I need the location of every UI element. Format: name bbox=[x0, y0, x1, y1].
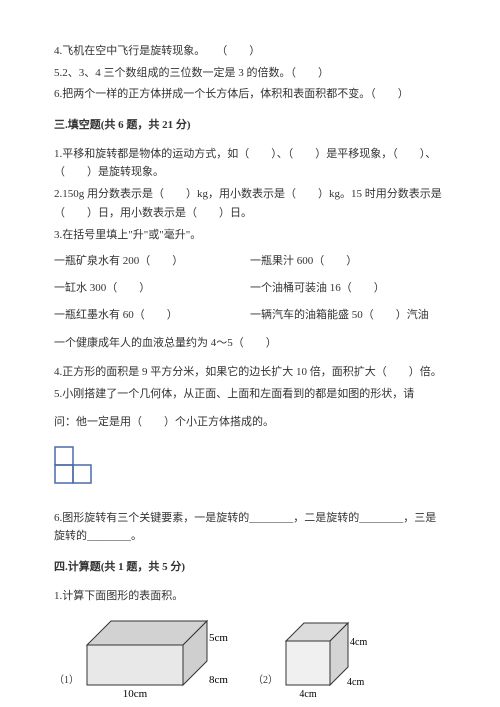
section3-title: 三.填空题(共 6 题，共 21 分) bbox=[54, 116, 446, 135]
svg-text:5cm: 5cm bbox=[209, 632, 228, 644]
s3-q4: 4.正方形的面积是 9 平方分米，如果它的边长扩大 10 倍，面积扩大（ ）倍。 bbox=[54, 363, 446, 382]
svg-text:4cm: 4cm bbox=[299, 689, 316, 700]
section4-title: 四.计算题(共 1 题，共 5 分) bbox=[54, 558, 446, 577]
s3-q6: 6.图形旋转有三个关键要素，一是旋转的________，二是旋转的_______… bbox=[54, 509, 446, 546]
cuboid-figure: 10cm 8cm 5cm bbox=[83, 617, 237, 701]
tf-q4: 4.飞机在空中飞行是旋转现象。 （ ） bbox=[54, 42, 446, 61]
l-shape-figure bbox=[54, 446, 446, 491]
s3-q2: 2.150g 用分数表示是（ ）kg，用小数表示是（ ）kg。15 时用分数表示… bbox=[54, 185, 446, 222]
svg-text:10cm: 10cm bbox=[123, 688, 148, 700]
s3-q3-r2-right: 一个油桶可装油 16（ ） bbox=[250, 279, 446, 298]
s3-q5b: 问：他一定是用（ ）个小正方体搭成的。 bbox=[54, 413, 446, 432]
svg-text:4cm: 4cm bbox=[347, 677, 364, 688]
s3-q3-r1-right: 一瓶果汁 600（ ） bbox=[250, 252, 446, 271]
s3-q3-r3-right: 一辆汽车的油箱能盛 50（ ）汽油 bbox=[250, 306, 446, 325]
s3-q3-row2: 一缸水 300（ ） 一个油桶可装油 16（ ） bbox=[54, 279, 446, 298]
s3-q5a: 5.小刚搭建了一个几何体，从正面、上面和左面看到的都是如图的形状，请 bbox=[54, 385, 446, 404]
svg-text:4cm: 4cm bbox=[350, 637, 367, 648]
s3-q3-row1: 一瓶矿泉水有 200（ ） 一瓶果汁 600（ ） bbox=[54, 252, 446, 271]
shape2-label: （2） bbox=[253, 672, 278, 689]
s3-q1: 1.平移和旋转都是物体的运动方式，如（ ）、（ ）是平移现象，（ ）、（ ）是旋… bbox=[54, 145, 446, 182]
tf-q5: 5.2、3、4 三个数组成的三位数一定是 3 的倍数。（ ） bbox=[54, 64, 446, 83]
shapes-row: （1） 10cm 8cm 5cm （2） 4cm 4cm 4cm bbox=[54, 617, 446, 701]
s3-q3: 3.在括号里填上"升"或"毫升"。 bbox=[54, 226, 446, 245]
s3-q3-row3: 一瓶红墨水有 60（ ） 一辆汽车的油箱能盛 50（ ）汽油 bbox=[54, 306, 446, 325]
tf-q6: 6.把两个一样的正方体拼成一个长方体后，体积和表面积都不变。（ ） bbox=[54, 85, 446, 104]
cube-figure: 4cm 4cm 4cm bbox=[282, 619, 374, 701]
s3-q3-last: 一个健康成年人的血液总量约为 4～5（ ） bbox=[54, 334, 446, 353]
svg-text:8cm: 8cm bbox=[209, 674, 228, 686]
s3-q3-r1-left: 一瓶矿泉水有 200（ ） bbox=[54, 252, 250, 271]
shape1-wrap: （1） 10cm 8cm 5cm bbox=[54, 617, 237, 701]
s3-q3-r2-left: 一缸水 300（ ） bbox=[54, 279, 250, 298]
shape1-label: （1） bbox=[54, 672, 79, 689]
s4-q1: 1.计算下面图形的表面积。 bbox=[54, 587, 446, 606]
shape2-wrap: （2） 4cm 4cm 4cm bbox=[253, 619, 374, 701]
s3-q3-r3-left: 一瓶红墨水有 60（ ） bbox=[54, 306, 250, 325]
